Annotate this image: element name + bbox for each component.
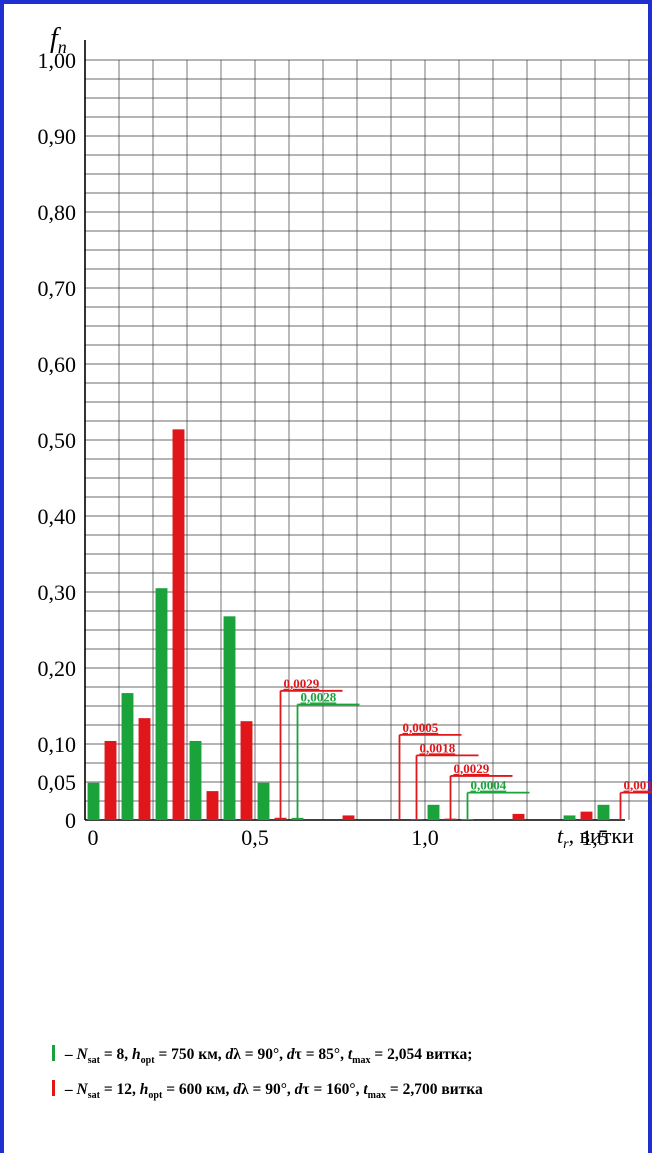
value-callout: 0,0029	[449, 761, 513, 820]
y-tick-label: 0,50	[38, 428, 77, 453]
bar-red	[342, 815, 355, 820]
y-tick-label: 0,40	[38, 504, 77, 529]
x-tick-label: 0,5	[241, 825, 269, 850]
bar-red	[580, 811, 593, 820]
bar-red	[512, 813, 525, 820]
bar-red	[104, 740, 117, 820]
callout-label: 0,0004	[471, 778, 507, 793]
y-tick-label: 0,05	[38, 770, 77, 795]
y-tick-label: 0,30	[38, 580, 77, 605]
bars	[87, 429, 610, 820]
value-callout: 0,0028	[296, 689, 360, 820]
bar-green	[223, 616, 236, 820]
callout-label: 0,0005	[403, 720, 439, 735]
bar-green	[121, 693, 134, 820]
y-tick-label: 0,20	[38, 656, 77, 681]
legend-swatch-green	[52, 1045, 55, 1061]
tick-labels: 00,050,100,200,300,400,500,600,700,800,9…	[38, 48, 609, 850]
callout-label: 0,0017	[624, 778, 652, 793]
callout-label: 0,0029	[454, 761, 490, 776]
y-tick-label: 0,70	[38, 276, 77, 301]
legend-item-green: – Nsat = 8, hopt = 750 км, dλ = 90°, dτ …	[52, 1045, 472, 1066]
bar-red	[138, 718, 151, 820]
bar-green	[427, 804, 440, 820]
value-callout: 0,0004	[466, 778, 530, 820]
value-callout: 0,0005	[398, 720, 462, 820]
bar-green	[189, 740, 202, 820]
value-callout: 0,0017	[619, 778, 652, 820]
bar-red	[172, 429, 185, 820]
x-tick-label: 1,0	[411, 825, 439, 850]
bar-green	[155, 588, 168, 820]
value-callout: 0,0029	[279, 676, 343, 820]
y-tick-label: 0	[65, 808, 76, 833]
callout-label: 0,0028	[301, 689, 337, 704]
y-tick-label: 0,90	[38, 124, 77, 149]
x-axis-label: tr, витки	[557, 823, 634, 852]
bar-green	[563, 815, 576, 820]
value-callout: 0,0018	[415, 740, 479, 820]
y-tick-label: 0,10	[38, 732, 77, 757]
callout-label: 0,0029	[284, 676, 320, 691]
bar-green	[597, 804, 610, 820]
bar-green	[257, 782, 270, 820]
legend-item-red: – Nsat = 12, hopt = 600 км, dλ = 90°, dτ…	[52, 1080, 483, 1101]
y-tick-label: 0,60	[38, 352, 77, 377]
bar-green	[87, 782, 100, 820]
y-tick-label: 0,80	[38, 200, 77, 225]
y-tick-label: 1,00	[38, 48, 77, 73]
bar-red	[240, 721, 253, 820]
callout-label: 0,0018	[420, 740, 456, 755]
bar-red	[206, 791, 219, 820]
legend-swatch-red	[52, 1080, 55, 1096]
y-axis-label: fn	[50, 23, 67, 57]
x-tick-label: 1,5	[581, 825, 609, 850]
grid	[85, 59, 652, 820]
x-tick-label: 0	[88, 825, 99, 850]
